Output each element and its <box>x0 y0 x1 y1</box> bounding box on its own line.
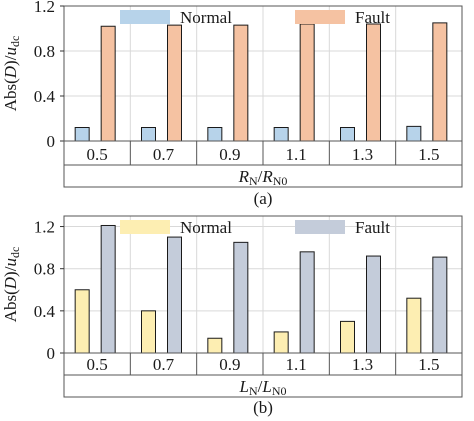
y-tick-label: 1.2 <box>34 0 55 16</box>
bar-fault <box>299 23 315 142</box>
x-category-label: 0.9 <box>219 145 240 164</box>
chart-panel-1: 00.40.81.20.5 0.7 0.9 1.1 1.3 1.5RN/RN0Abs(D)… <box>1 0 463 208</box>
x-axis-label-den: R <box>261 167 273 186</box>
chart-caption: (b) <box>253 398 273 417</box>
chart-caption: (a) <box>254 189 273 208</box>
y-axis-label-base: u <box>1 47 20 56</box>
bar-normal <box>74 289 90 354</box>
y-axis-label-var: D <box>1 276 20 290</box>
bar-fault <box>366 23 381 142</box>
y-axis-label-mid: )/ <box>1 55 20 66</box>
bar-fault <box>366 255 381 354</box>
chart-panel-2: 00.40.81.20.5 0.7 0.9 1.1 1.3 1.5LN/LN0Abs(D)… <box>1 215 463 417</box>
x-category-label: 0.7 <box>153 355 175 374</box>
x-axis-label-den-sub: N0 <box>272 384 287 398</box>
y-tick-label: 0.8 <box>34 260 55 279</box>
x-axis-label-den: L <box>261 377 271 396</box>
x-axis-label-den-sub: N0 <box>273 174 288 188</box>
legend-swatch-fault <box>295 10 345 24</box>
xlabel-row <box>63 374 463 398</box>
legend-label-fault: Fault <box>355 8 390 27</box>
x-axis-label: LN/LN0 <box>238 377 286 398</box>
x-axis-label-num: L <box>238 377 248 396</box>
bar-fault <box>100 25 116 142</box>
y-axis-label-sub: dc <box>8 36 22 47</box>
x-axis-label-num-sub: N <box>249 384 258 398</box>
x-category-label: 0.7 <box>153 145 175 164</box>
bar-fault <box>233 24 249 142</box>
legend-label-normal: Normal <box>180 8 232 27</box>
y-axis-label: Abs(D)/udc <box>1 247 22 323</box>
x-category-label: 0.9 <box>219 355 240 374</box>
bar-fault <box>432 22 448 142</box>
y-axis-label-var: D <box>1 65 20 79</box>
bar-fault <box>167 24 182 142</box>
x-category-label: 1.5 <box>418 145 439 164</box>
bar-fault <box>233 241 249 354</box>
legend-label-normal: Normal <box>180 218 232 237</box>
x-axis-label-slash: / <box>258 377 263 396</box>
y-tick-label: 0 <box>47 132 56 151</box>
x-category-label: 1.3 <box>352 355 373 374</box>
bar-normal <box>207 127 223 142</box>
x-axis-label-slash: / <box>258 167 263 186</box>
bar-fault <box>167 236 182 354</box>
bar-normal <box>340 127 355 142</box>
legend-swatch-normal <box>120 10 170 24</box>
y-tick-label: 0.4 <box>34 87 56 106</box>
x-category-label: 1.3 <box>352 145 373 164</box>
x-axis-label-num: R <box>238 167 250 186</box>
y-tick-label: 1.2 <box>34 218 55 237</box>
bar-normal <box>340 320 355 354</box>
x-category-label: 1.5 <box>418 355 439 374</box>
y-axis-label-base: u <box>1 258 20 267</box>
xlabel-row <box>63 164 463 188</box>
y-axis-label-sub: dc <box>8 247 22 258</box>
y-tick-label: 0.4 <box>34 302 56 321</box>
x-axis-label-num-sub: N <box>249 174 258 188</box>
bar-normal <box>406 297 422 354</box>
bar-normal <box>406 125 422 142</box>
x-axis-label: RN/RN0 <box>238 167 288 188</box>
bar-normal <box>141 310 156 354</box>
x-category-label: 0.5 <box>87 355 108 374</box>
bar-normal <box>141 127 156 142</box>
y-tick-label: 0 <box>47 344 56 363</box>
bar-normal <box>74 127 90 142</box>
y-tick-label: 0.8 <box>34 42 55 61</box>
bar-fault <box>299 251 315 354</box>
y-axis-label-main: Abs( <box>1 289 20 322</box>
bar-normal <box>273 331 289 354</box>
bar-fault <box>432 256 448 354</box>
bar-normal <box>207 337 223 354</box>
x-category-label: 1.1 <box>286 355 307 374</box>
y-axis-label-mid: )/ <box>1 266 20 277</box>
x-category-label: 1.1 <box>286 145 307 164</box>
y-axis-label: Abs(D)/udc <box>1 36 22 112</box>
bar-normal <box>273 127 289 142</box>
x-category-label: 0.5 <box>87 145 108 164</box>
legend-swatch-normal <box>120 220 170 234</box>
y-axis-label-main: Abs( <box>1 78 20 111</box>
legend-swatch-fault <box>295 220 345 234</box>
bar-fault <box>100 224 116 354</box>
legend-label-fault: Fault <box>355 218 390 237</box>
